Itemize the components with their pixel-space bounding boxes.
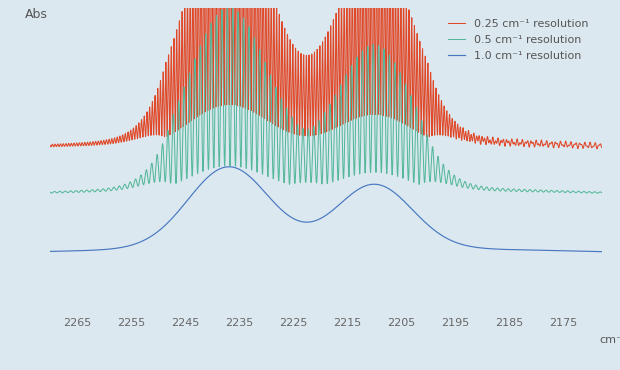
Line: 0.5 cm⁻¹ resolution: 0.5 cm⁻¹ resolution — [40, 7, 601, 193]
1.0 cm⁻¹ resolution — [225, 165, 232, 169]
0.25 cm⁻¹ resolution — [598, 145, 605, 149]
Legend: 0.25 cm⁻¹ resolution, 0.5 cm⁻¹ resolution, 1.0 cm⁻¹ resolution: 0.25 cm⁻¹ resolution, 0.5 cm⁻¹ resolutio… — [444, 15, 593, 66]
1.0 cm⁻¹ resolution — [151, 232, 159, 236]
1.0 cm⁻¹ resolution — [598, 249, 605, 254]
0.5 cm⁻¹ resolution — [37, 191, 45, 195]
0.25 cm⁻¹ resolution — [570, 145, 577, 149]
0.5 cm⁻¹ resolution — [181, 100, 188, 104]
1.0 cm⁻¹ resolution — [241, 170, 248, 175]
0.25 cm⁻¹ resolution — [265, 10, 273, 14]
0.5 cm⁻¹ resolution — [265, 134, 273, 138]
0.5 cm⁻¹ resolution — [224, 5, 231, 10]
0.5 cm⁻¹ resolution — [151, 178, 159, 183]
Line: 0.25 cm⁻¹ resolution: 0.25 cm⁻¹ resolution — [40, 0, 601, 149]
X-axis label: cm⁻¹: cm⁻¹ — [599, 334, 620, 344]
0.5 cm⁻¹ resolution — [570, 189, 577, 193]
0.5 cm⁻¹ resolution — [598, 191, 605, 195]
1.0 cm⁻¹ resolution — [36, 249, 43, 254]
0.25 cm⁻¹ resolution — [181, 0, 188, 4]
0.25 cm⁻¹ resolution — [36, 144, 43, 148]
Y-axis label: Abs: Abs — [25, 7, 48, 20]
1.0 cm⁻¹ resolution — [394, 194, 402, 198]
Line: 1.0 cm⁻¹ resolution: 1.0 cm⁻¹ resolution — [40, 167, 601, 252]
0.5 cm⁻¹ resolution — [36, 191, 43, 195]
0.25 cm⁻¹ resolution — [151, 98, 159, 102]
0.5 cm⁻¹ resolution — [241, 58, 248, 63]
1.0 cm⁻¹ resolution — [181, 201, 188, 206]
1.0 cm⁻¹ resolution — [570, 249, 577, 253]
0.25 cm⁻¹ resolution — [593, 147, 601, 151]
1.0 cm⁻¹ resolution — [265, 195, 273, 199]
0.5 cm⁻¹ resolution — [394, 165, 402, 169]
